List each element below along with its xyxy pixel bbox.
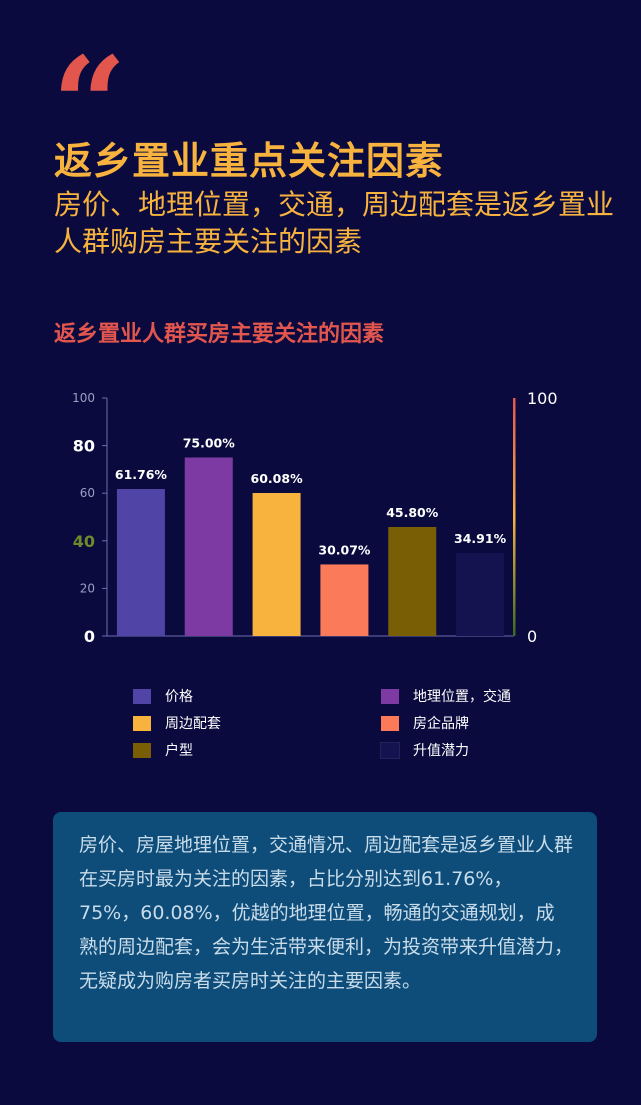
summary-box: 房价、房屋地理位置，交通情况、周边配套是返乡置业人群在买房时最为关注的因素，占比… (53, 812, 597, 1042)
y2-axis-line (513, 398, 516, 636)
y-tick-label: 40 (73, 532, 95, 551)
legend-item: 周边配套 (133, 713, 221, 733)
legend-item: 户型 (133, 740, 193, 760)
y2-tick-label: 0 (527, 627, 537, 646)
y-tick-label: 0 (84, 627, 95, 646)
bar-data-label: 45.80% (386, 505, 439, 520)
legend-item: 升值潜力 (380, 740, 469, 760)
bar-data-label: 75.00% (183, 436, 236, 451)
chart-legend: 价格 地理位置，交通周边配套 房企品牌户型 升值潜力 (133, 686, 563, 766)
bar-data-label: 60.08% (251, 471, 304, 486)
legend-label: 房企品牌 (413, 716, 469, 732)
chart-title: 返乡置业人群买房主要关注的因素 (54, 322, 385, 347)
bar (456, 552, 505, 636)
legend-label: 户型 (165, 743, 193, 759)
bar (116, 489, 165, 636)
legend-swatch (133, 715, 151, 731)
legend-swatch (380, 741, 400, 759)
legend-label: 周边配套 (165, 716, 221, 732)
bar (320, 564, 369, 636)
y-tick-label: 80 (73, 437, 95, 456)
legend-label: 升值潜力 (413, 743, 469, 759)
legend-swatch (133, 688, 151, 704)
summary-text: 房价、房屋地理位置，交通情况、周边配套是返乡置业人群在买房时最为关注的因素，占比… (79, 834, 574, 992)
bar-data-label: 61.76% (115, 467, 168, 482)
bar (388, 526, 437, 636)
legend-swatch (381, 715, 399, 731)
bar-chart: 0 20 40 60 80 100 0 100 61.76% 75.00% 60.08% 30.07%… (72, 389, 558, 646)
legend-item: 价格 (133, 686, 193, 706)
bar-data-label: 34.91% (454, 531, 507, 546)
legend-swatch (133, 742, 151, 758)
bar (184, 457, 233, 636)
y-tick-label: 20 (80, 581, 95, 595)
quote-mark-icon: “ (52, 40, 127, 120)
legend-item: 房企品牌 (381, 713, 469, 733)
page-subtitle: 房价、地理位置，交通，周边配套是返乡置业人群购房主要关注的因素 (54, 188, 615, 258)
y-tick-label: 100 (72, 391, 95, 405)
legend-label: 地理位置，交通 (413, 689, 511, 705)
y2-tick-label: 100 (527, 389, 558, 408)
y-tick-label: 60 (80, 486, 95, 500)
legend-item: 地理位置，交通 (381, 686, 511, 706)
legend-swatch (381, 688, 399, 704)
legend-label: 价格 (165, 689, 193, 705)
bar-data-label: 30.07% (318, 542, 371, 557)
bar (252, 493, 301, 636)
page-title: 返乡置业重点关注因素 (54, 139, 445, 183)
